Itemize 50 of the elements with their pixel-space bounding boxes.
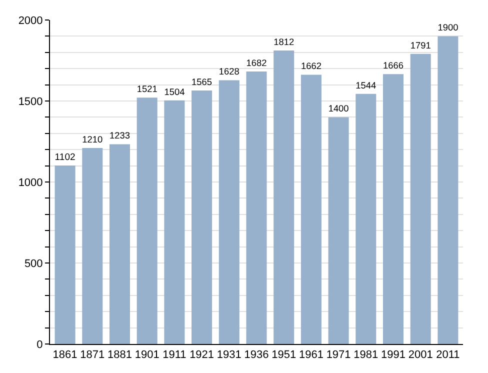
data-label: 1504 (164, 86, 185, 97)
bar (164, 100, 185, 344)
data-label: 1791 (410, 40, 431, 50)
data-label: 1662 (300, 61, 322, 72)
bar (192, 90, 212, 344)
x-tick-label: 1951 (272, 349, 296, 362)
x-tick-label: 1861 (52, 349, 78, 362)
x-tick-label: 1961 (298, 349, 324, 362)
data-label: 1666 (383, 60, 404, 71)
x-tick-label: 2001 (408, 349, 433, 362)
bar (438, 36, 458, 344)
x-tick-label: 1981 (354, 349, 378, 362)
bar (54, 165, 76, 344)
data-label: 1565 (192, 76, 212, 87)
data-label: 1521 (136, 84, 158, 94)
bar (300, 74, 322, 344)
y-tick-label: 1000 (18, 176, 43, 189)
x-tick-label: 1936 (244, 349, 269, 362)
data-label: 1233 (110, 130, 130, 141)
data-label: 1102 (54, 152, 76, 163)
bar (82, 148, 103, 344)
bar (410, 54, 431, 344)
bar (218, 80, 240, 344)
bar (356, 94, 376, 344)
y-tick-label: 2000 (18, 14, 43, 27)
bar (136, 98, 158, 344)
bar (246, 72, 267, 344)
y-tick-label: 1500 (18, 96, 43, 108)
data-label: 1812 (274, 36, 294, 47)
x-tick-label: 1881 (108, 349, 132, 362)
x-tick-label: 1991 (381, 349, 406, 362)
bar (383, 74, 404, 344)
bar (328, 117, 349, 344)
data-label: 1682 (246, 58, 267, 68)
data-label: 1900 (438, 22, 458, 33)
x-tick-label: 2011 (436, 349, 460, 362)
x-tick-label: 1911 (162, 349, 186, 362)
x-tick-label: 1871 (80, 349, 105, 362)
data-label: 1210 (82, 134, 103, 144)
bar (274, 50, 294, 344)
bar (109, 144, 130, 344)
data-label: 1400 (328, 104, 349, 114)
x-tick-label: 1901 (134, 349, 160, 362)
x-tick-label: 1921 (190, 349, 214, 362)
data-label: 1544 (356, 80, 376, 90)
x-tick-label: 1971 (326, 349, 351, 362)
y-tick-label: 500 (24, 258, 43, 270)
data-label: 1628 (218, 66, 240, 77)
x-tick-label: 1931 (216, 349, 242, 362)
y-tick-label: 0 (36, 338, 43, 351)
